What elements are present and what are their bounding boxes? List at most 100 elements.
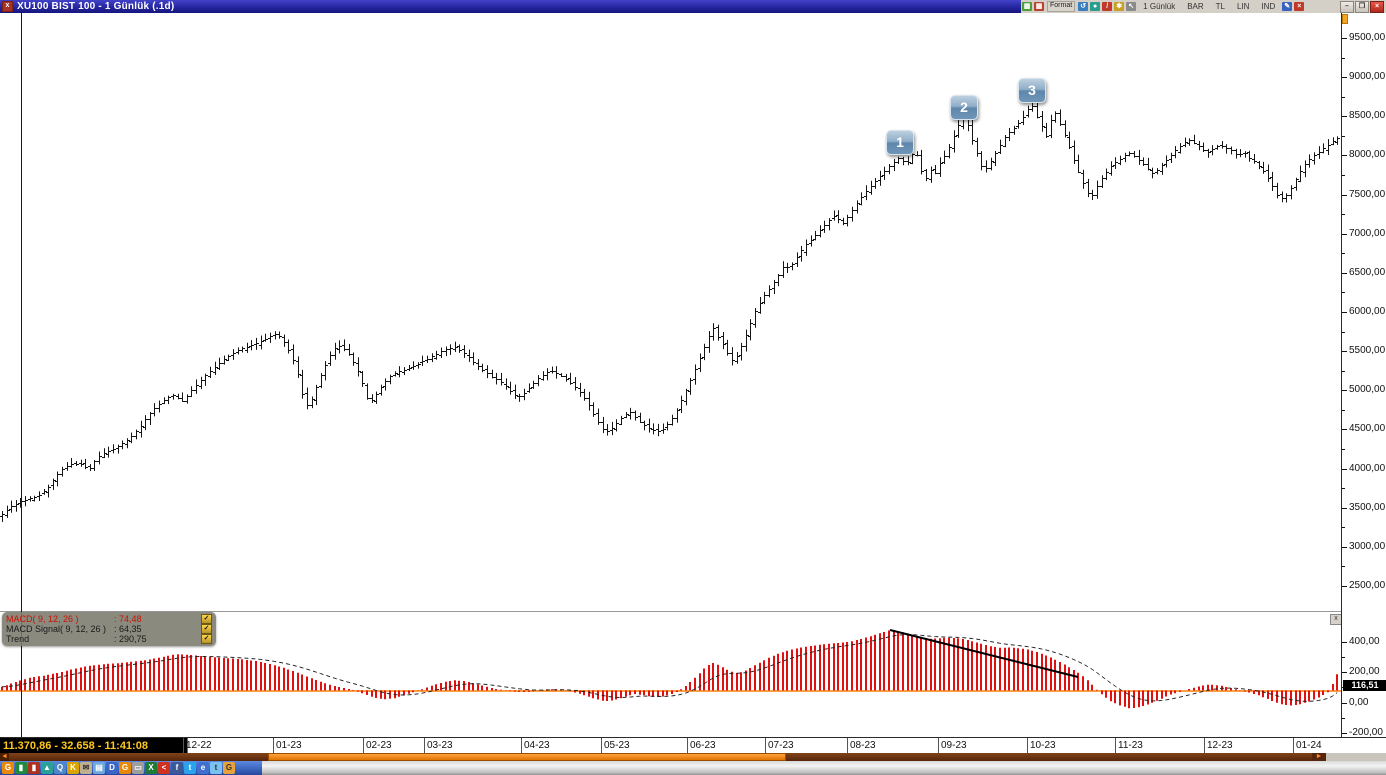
scroll-left-arrow-icon[interactable]: ◄ <box>0 753 9 761</box>
scale-button[interactable]: LIN <box>1237 2 1250 11</box>
facebook-icon[interactable]: f <box>171 762 183 774</box>
price-minor-tick <box>1342 97 1345 98</box>
price-minor-tick <box>1342 527 1345 528</box>
date-tick <box>847 738 848 754</box>
macd-tick-label: 200,00 <box>1349 666 1380 677</box>
date-tick-label: 12-22 <box>186 740 212 751</box>
tweetdeck-icon[interactable]: t <box>210 762 222 774</box>
indicator-check-icon[interactable]: ✓ <box>201 634 212 644</box>
search-icon[interactable]: Q <box>54 762 66 774</box>
macd-tick-label: 400,00 <box>1349 636 1380 647</box>
scrollbar-track-right[interactable] <box>786 753 1312 761</box>
price-minor-tick <box>1342 566 1345 567</box>
chart-scrollbar[interactable]: ◄ ► <box>0 753 1386 761</box>
scrollbar-track-left[interactable] <box>9 753 268 761</box>
pencil-icon[interactable]: / <box>1102 2 1113 11</box>
delete-drawing-icon[interactable]: × <box>1294 2 1305 11</box>
restore-button[interactable]: ❐ <box>1355 0 1369 13</box>
price-minor-tick <box>1342 488 1345 489</box>
date-tick-label: 07-23 <box>768 740 794 751</box>
window-close-icon[interactable]: x <box>2 1 13 12</box>
minimize-button[interactable]: – <box>1340 0 1354 13</box>
twitter-icon[interactable]: t <box>184 762 196 774</box>
analysis-icon[interactable]: ▲ <box>41 762 53 774</box>
indicator-value: : 74,48 <box>114 614 142 624</box>
chart-green-icon[interactable]: ▮ <box>15 762 27 774</box>
brush-icon[interactable]: ✎ <box>1282 2 1293 11</box>
taskbar-app-icons: G ▮ ▮ ▲ Q K ✉ ▤ D G ▭ X < f t e t G <box>0 761 262 775</box>
pointer-icon[interactable]: ↖ <box>1126 2 1137 11</box>
macd-tick <box>1342 703 1347 704</box>
excel-icon[interactable]: X <box>145 762 157 774</box>
date-tick-label: 01-23 <box>276 740 302 751</box>
wave-badge-1[interactable]: 1 <box>886 129 914 155</box>
matriks-app-icon[interactable]: G <box>2 762 14 774</box>
database-icon[interactable]: D <box>106 762 118 774</box>
printer-icon[interactable]: ▭ <box>132 762 144 774</box>
indicator-button[interactable]: IND <box>1261 2 1276 11</box>
price-tick <box>1342 38 1347 39</box>
chart-green-icon[interactable]: ▦ <box>1022 2 1032 11</box>
wave-badge-2[interactable]: 2 <box>950 95 978 121</box>
indicator-value: : 64,35 <box>114 624 142 634</box>
folder-chart-icon[interactable]: G <box>223 762 235 774</box>
date-tick <box>687 738 688 754</box>
indicator-check-icon[interactable]: ✓ <box>201 614 212 624</box>
date-tick-label: 03-23 <box>427 740 453 751</box>
wave-badge-3[interactable]: 3 <box>1018 78 1046 104</box>
format-button[interactable]: Format <box>1047 1 1076 12</box>
refresh-icon[interactable]: ↺ <box>1078 2 1089 11</box>
chart-red-icon[interactable]: ▦ <box>1034 2 1044 11</box>
period-button[interactable]: 1 Günlük <box>1143 2 1176 11</box>
price-tick-label: 2500,00 <box>1349 580 1386 591</box>
scroll-right-arrow-icon[interactable]: ► <box>1312 753 1326 761</box>
scrollbar-thumb[interactable] <box>268 753 786 761</box>
price-minor-tick <box>1342 332 1345 333</box>
price-tick <box>1342 273 1347 274</box>
date-tick <box>424 738 425 754</box>
macd-current-value-badge: 116,51 <box>1343 680 1386 691</box>
price-axis[interactable]: 116,51 9500,00 9000,00 8500,00 8000,00 7500,… <box>1341 13 1386 753</box>
macd-legend-row: MACD( 9, 12, 26 ): 74,48 ✓ <box>6 614 212 624</box>
msn-icon[interactable]: e <box>197 762 209 774</box>
date-tick <box>1204 738 1205 754</box>
chart-red-icon[interactable]: ▮ <box>28 762 40 774</box>
macd-minor-tick <box>1342 687 1345 688</box>
chart-toolbar: ▦ ▦ Format ↺ ● / ✱ ↖ 1 Günlük BAR TL LIN IND ✎ × – ❐ × <box>1021 0 1386 13</box>
price-minor-tick <box>1342 371 1345 372</box>
close-button[interactable]: × <box>1370 0 1384 13</box>
price-tick <box>1342 469 1347 470</box>
macd-tick <box>1342 672 1347 673</box>
price-tick <box>1342 351 1347 352</box>
document-search-icon[interactable]: ▤ <box>93 762 105 774</box>
macd-minor-tick <box>1342 718 1345 719</box>
indicator-value: : 290,75 <box>114 634 147 644</box>
bar-type-button[interactable]: BAR <box>1187 2 1204 11</box>
price-tick-label: 6000,00 <box>1349 306 1386 317</box>
axis-marker-icon <box>1342 14 1348 24</box>
price-tick-label: 5500,00 <box>1349 345 1386 356</box>
gear-icon[interactable]: ✱ <box>1114 2 1125 11</box>
price-tick <box>1342 547 1347 548</box>
price-tick <box>1342 234 1347 235</box>
price-tick-label: 7500,00 <box>1349 189 1386 200</box>
currency-button[interactable]: TL <box>1215 2 1225 11</box>
indicator-check-icon[interactable]: ✓ <box>201 624 212 634</box>
matriks-workspace-icon[interactable]: G <box>119 762 131 774</box>
keys-icon[interactable]: K <box>67 762 79 774</box>
mail-icon[interactable]: ✉ <box>80 762 92 774</box>
price-minor-tick <box>1342 410 1345 411</box>
globe-icon[interactable]: ● <box>1090 2 1101 11</box>
macd-indicator-canvas[interactable] <box>0 611 1341 737</box>
price-tick-label: 3000,00 <box>1349 541 1386 552</box>
macd-tick <box>1342 733 1347 734</box>
price-minor-tick <box>1342 449 1345 450</box>
price-minor-tick <box>1342 292 1345 293</box>
window-titlebar[interactable]: x XU100 BIST 100 - 1 Günlük (.1d) <box>0 0 1021 13</box>
date-tick-label: 05-23 <box>604 740 630 751</box>
share-icon[interactable]: < <box>158 762 170 774</box>
date-tick-label: 11-23 <box>1118 740 1143 751</box>
price-chart-canvas[interactable] <box>0 13 1341 611</box>
price-tick-label: 8000,00 <box>1349 149 1386 160</box>
